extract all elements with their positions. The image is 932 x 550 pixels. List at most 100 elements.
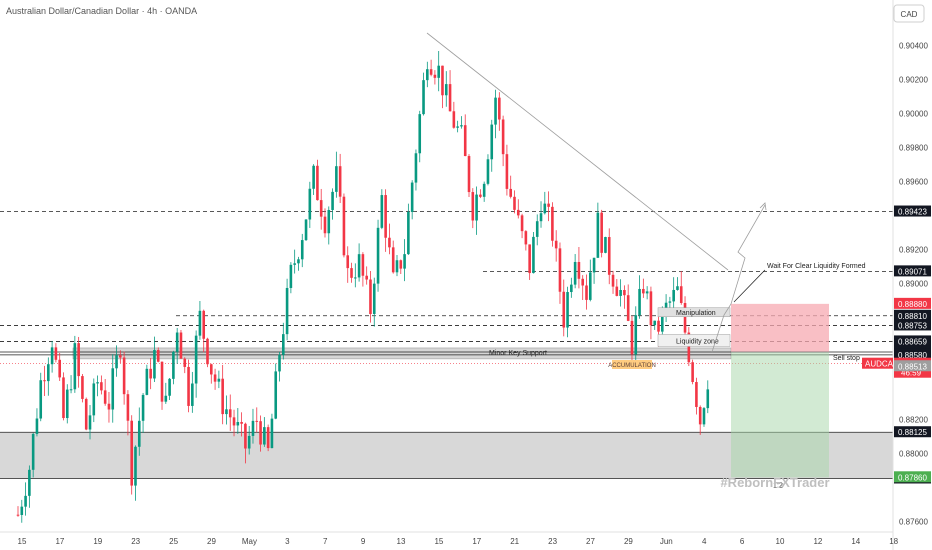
candle-body [236,422,240,426]
candle-body [672,289,675,302]
candle-body [369,279,372,314]
candle-body [194,335,198,384]
currency-button[interactable]: CAD [893,4,925,23]
candle [244,422,247,464]
candle-body [175,332,179,352]
candle [73,335,77,393]
candle-body [304,219,308,241]
candle-body [202,310,206,339]
candle-body [505,154,509,189]
candle [107,391,111,423]
candle [191,371,194,413]
candle-body [327,209,331,234]
candle [577,247,581,289]
candle-body [160,361,164,402]
candle-body [691,362,694,383]
date-tick: 21 [510,537,519,546]
candle-body [414,153,418,183]
candle [418,110,422,163]
date-tick: 18 [889,537,898,546]
candle-body [232,417,236,426]
price-tick: 0.88200 [899,415,928,424]
candle [520,213,524,239]
price-tick: 0.89800 [899,143,928,152]
candle-body [43,380,46,382]
candle [278,352,281,382]
candle-body [92,383,96,416]
candle [600,209,603,258]
level-price-text: 0.88580 [898,351,927,360]
candle [20,499,24,523]
candle-body [501,119,505,155]
candle [145,364,149,396]
date-tick: 17 [472,537,481,546]
candle [372,277,376,327]
candle [122,351,126,405]
candle [259,415,262,452]
candle-body [585,285,588,300]
candle [607,228,611,285]
candle-body [126,394,130,421]
candle [354,263,357,288]
candle [69,375,73,394]
candle-body [649,291,653,326]
candle-body [573,261,577,285]
candle [77,336,80,388]
candle-body [316,165,319,201]
stop-loss-area[interactable] [731,303,829,352]
candle [448,70,452,112]
candle-body [54,347,58,360]
candle-body [399,260,403,269]
date-tick: 23 [548,537,557,546]
candle-body [115,355,118,369]
candle-body [551,206,554,241]
candle [410,180,414,220]
candle-body [247,435,251,449]
candle [236,408,240,434]
candle-body [679,286,683,303]
candle [588,259,592,302]
countdown-text: 46:59 [901,369,922,378]
candle [65,384,69,424]
date-tick: 13 [397,537,406,546]
candle [407,203,410,255]
candle-body [418,114,422,154]
candle-body [607,237,611,275]
candle-body [615,286,619,296]
candle-body [509,188,512,197]
candle [683,296,687,339]
candle [357,243,361,282]
candles [16,50,710,523]
candle [505,144,509,196]
candle-body [183,358,187,367]
candle [255,407,259,433]
candle [134,445,137,501]
candle [88,404,92,440]
candle-body [153,349,156,379]
candle-body [244,423,247,449]
take-profit-area[interactable] [731,351,829,478]
candle-body [642,288,645,294]
candle [194,330,198,398]
date-tick: 19 [93,537,102,546]
candle [679,271,683,305]
candle [702,407,706,427]
candle-body [88,415,92,430]
candle-body [630,320,634,355]
date-tick: 15 [18,537,27,546]
candle [456,120,459,133]
candle-body [81,376,84,399]
accumulation-label: ACCUMULATION [608,363,656,369]
candle-body [577,261,581,279]
candle-body [588,272,592,300]
candle [676,277,679,291]
price-tag [894,471,931,483]
candle [645,286,649,300]
candle-body [187,366,190,406]
candle [611,270,615,294]
candle [84,397,88,431]
candle [475,186,478,235]
candle-body [429,69,433,75]
candle-body [422,80,425,115]
